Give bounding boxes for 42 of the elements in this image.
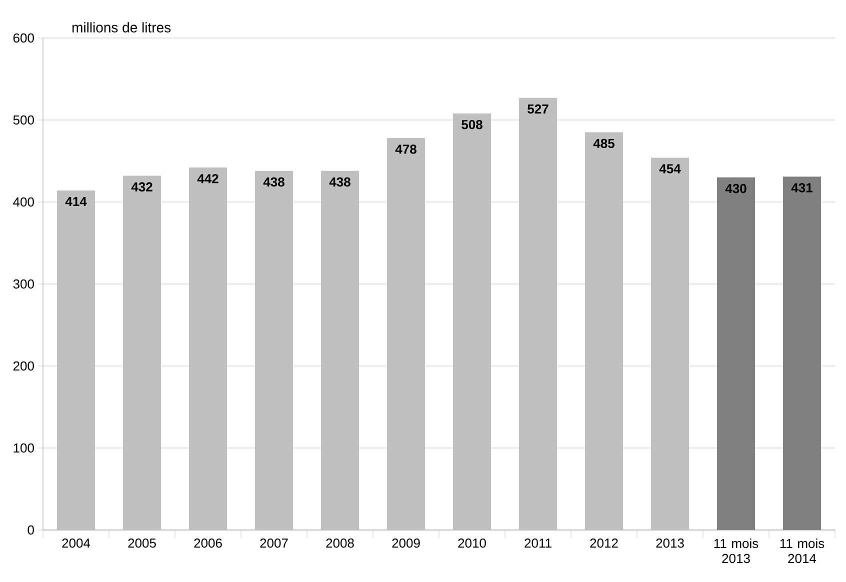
x-tick-label: 2010 xyxy=(458,538,486,548)
data-label: 432 xyxy=(131,182,152,192)
bar xyxy=(189,168,227,530)
data-label: 431 xyxy=(791,183,812,192)
data-label: 430 xyxy=(725,184,746,194)
y-axis-title: millions de litres xyxy=(72,22,171,32)
bar xyxy=(651,158,690,530)
data-label: 438 xyxy=(329,177,350,187)
x-tick-label: 2008 xyxy=(326,538,354,548)
x-tick-label: 2009 xyxy=(392,538,420,548)
data-label: 454 xyxy=(659,164,681,174)
bar xyxy=(519,98,558,530)
y-tick-label: 0 xyxy=(28,525,34,535)
bar xyxy=(57,190,95,530)
data-label: 478 xyxy=(395,144,416,154)
data-label: 414 xyxy=(65,197,87,206)
y-tick-label: 400 xyxy=(13,197,34,207)
bar xyxy=(123,176,161,530)
y-tick-label: 200 xyxy=(13,361,34,371)
x-tick-label: 11 mois 2014 xyxy=(780,538,824,564)
bar xyxy=(387,138,426,530)
data-label: 442 xyxy=(197,174,218,184)
x-tick-label: 2011 xyxy=(524,538,552,548)
bar xyxy=(321,170,359,530)
data-label: 485 xyxy=(593,138,614,148)
bar xyxy=(453,113,492,530)
x-tick-label: 2005 xyxy=(128,538,156,548)
x-tick-label: 2004 xyxy=(62,538,90,548)
data-label: 508 xyxy=(462,120,482,130)
data-label: 438 xyxy=(263,177,284,187)
data-label: 527 xyxy=(528,104,548,114)
y-tick-label: 500 xyxy=(13,115,34,125)
bar xyxy=(585,132,624,530)
x-tick-label: 2006 xyxy=(194,538,222,548)
x-tick-label: 2013 xyxy=(656,538,684,548)
x-tick-label: 11 mois 2013 xyxy=(714,538,758,564)
x-tick-label: 2012 xyxy=(590,538,618,548)
bar xyxy=(255,170,293,530)
y-tick-label: 300 xyxy=(13,279,34,289)
y-tick-label: 100 xyxy=(14,443,34,453)
y-tick-label: 600 xyxy=(13,33,34,43)
x-tick-label: 2007 xyxy=(260,538,288,548)
